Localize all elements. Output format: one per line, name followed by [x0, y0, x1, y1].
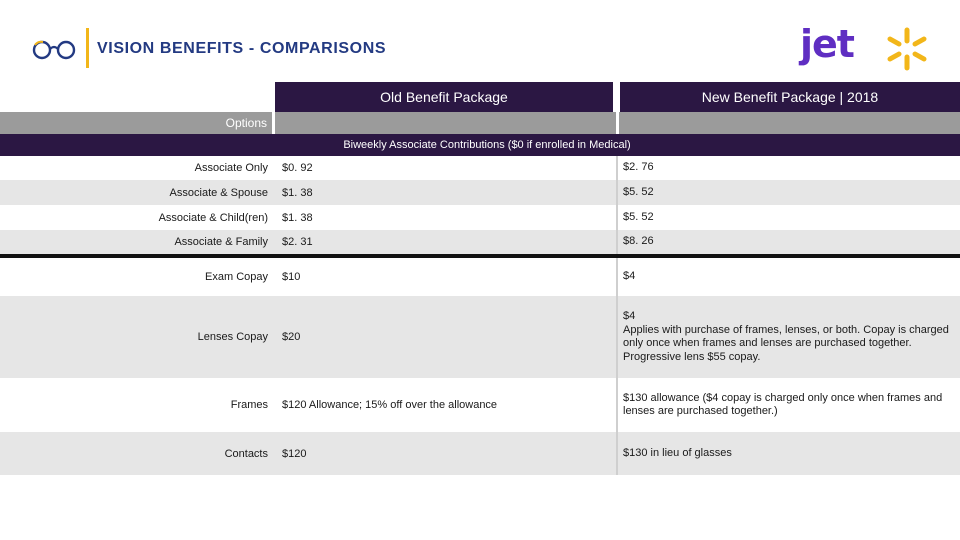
page-title: VISION BENEFITS - COMPARISONS	[97, 40, 387, 57]
new-value: $4	[623, 270, 636, 283]
section-title: Biweekly Associate Contributions ($0 if …	[343, 139, 631, 151]
title-divider	[86, 28, 89, 68]
table-row: Exam Copay $10 $4	[0, 258, 960, 296]
options-label: Options	[225, 116, 267, 130]
old-value: $1. 38	[282, 211, 313, 224]
options-row: Options	[0, 112, 960, 134]
old-value: $120 Allowance; 15% off over the allowan…	[282, 399, 498, 411]
old-value: $20	[282, 331, 301, 343]
options-separator	[616, 112, 619, 134]
row-label: Contacts	[224, 447, 268, 460]
new-value: $130 allowance ($4 copay is charged only…	[623, 391, 943, 418]
new-value: $5. 52	[623, 210, 654, 223]
new-value: $8. 26	[623, 235, 654, 248]
old-value: $0. 92	[282, 162, 313, 174]
new-value: $5. 52	[623, 185, 654, 198]
new-value: $2. 76	[623, 161, 654, 174]
section-header: Biweekly Associate Contributions ($0 if …	[0, 134, 960, 156]
spark-icon	[887, 27, 927, 71]
logo-wordmark: jet	[800, 22, 855, 66]
table-row: Contacts $120 $130 in lieu of glasses	[0, 432, 960, 475]
row-label: Exam Copay	[205, 271, 268, 283]
section-divider	[0, 254, 960, 258]
glasses-icon	[32, 40, 76, 60]
row-label: Associate & Spouse	[169, 186, 268, 199]
row-label: Associate & Family	[174, 236, 268, 248]
table-row: Associate & Child(ren) $1. 38 $5. 52	[0, 205, 960, 230]
column-header-new: New Benefit Package | 2018	[620, 82, 960, 112]
new-value: $4 Applies with purchase of frames, lens…	[623, 310, 949, 363]
column-header-old: Old Benefit Package	[275, 82, 613, 112]
row-label: Associate Only	[194, 162, 268, 174]
row-label: Associate & Child(ren)	[158, 211, 268, 224]
row-label: Lenses Copay	[197, 331, 268, 343]
table-row: Lenses Copay $20 $4 Applies with purchas…	[0, 296, 960, 378]
table-row: Associate & Spouse $1. 38 $5. 52	[0, 180, 960, 205]
old-value: $2. 31	[282, 236, 313, 248]
old-value: $10	[282, 271, 301, 283]
table-row: Associate & Family $2. 31 $8. 26	[0, 230, 960, 254]
jet-logo: jet	[800, 22, 935, 76]
options-separator	[272, 112, 275, 134]
row-label: Frames	[230, 399, 268, 411]
table-row: Associate Only $0. 92 $2. 76	[0, 156, 960, 180]
new-value: $130 in lieu of glasses	[623, 446, 732, 459]
comparison-table: Associate Only $0. 92 $2. 76 Associate &…	[0, 156, 960, 475]
old-value: $1. 38	[282, 186, 313, 199]
old-value: $120	[282, 447, 307, 460]
table-row: Frames $120 Allowance; 15% off over the …	[0, 378, 960, 432]
